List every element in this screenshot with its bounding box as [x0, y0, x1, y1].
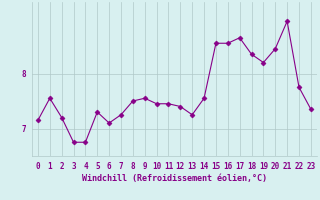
- X-axis label: Windchill (Refroidissement éolien,°C): Windchill (Refroidissement éolien,°C): [82, 174, 267, 183]
